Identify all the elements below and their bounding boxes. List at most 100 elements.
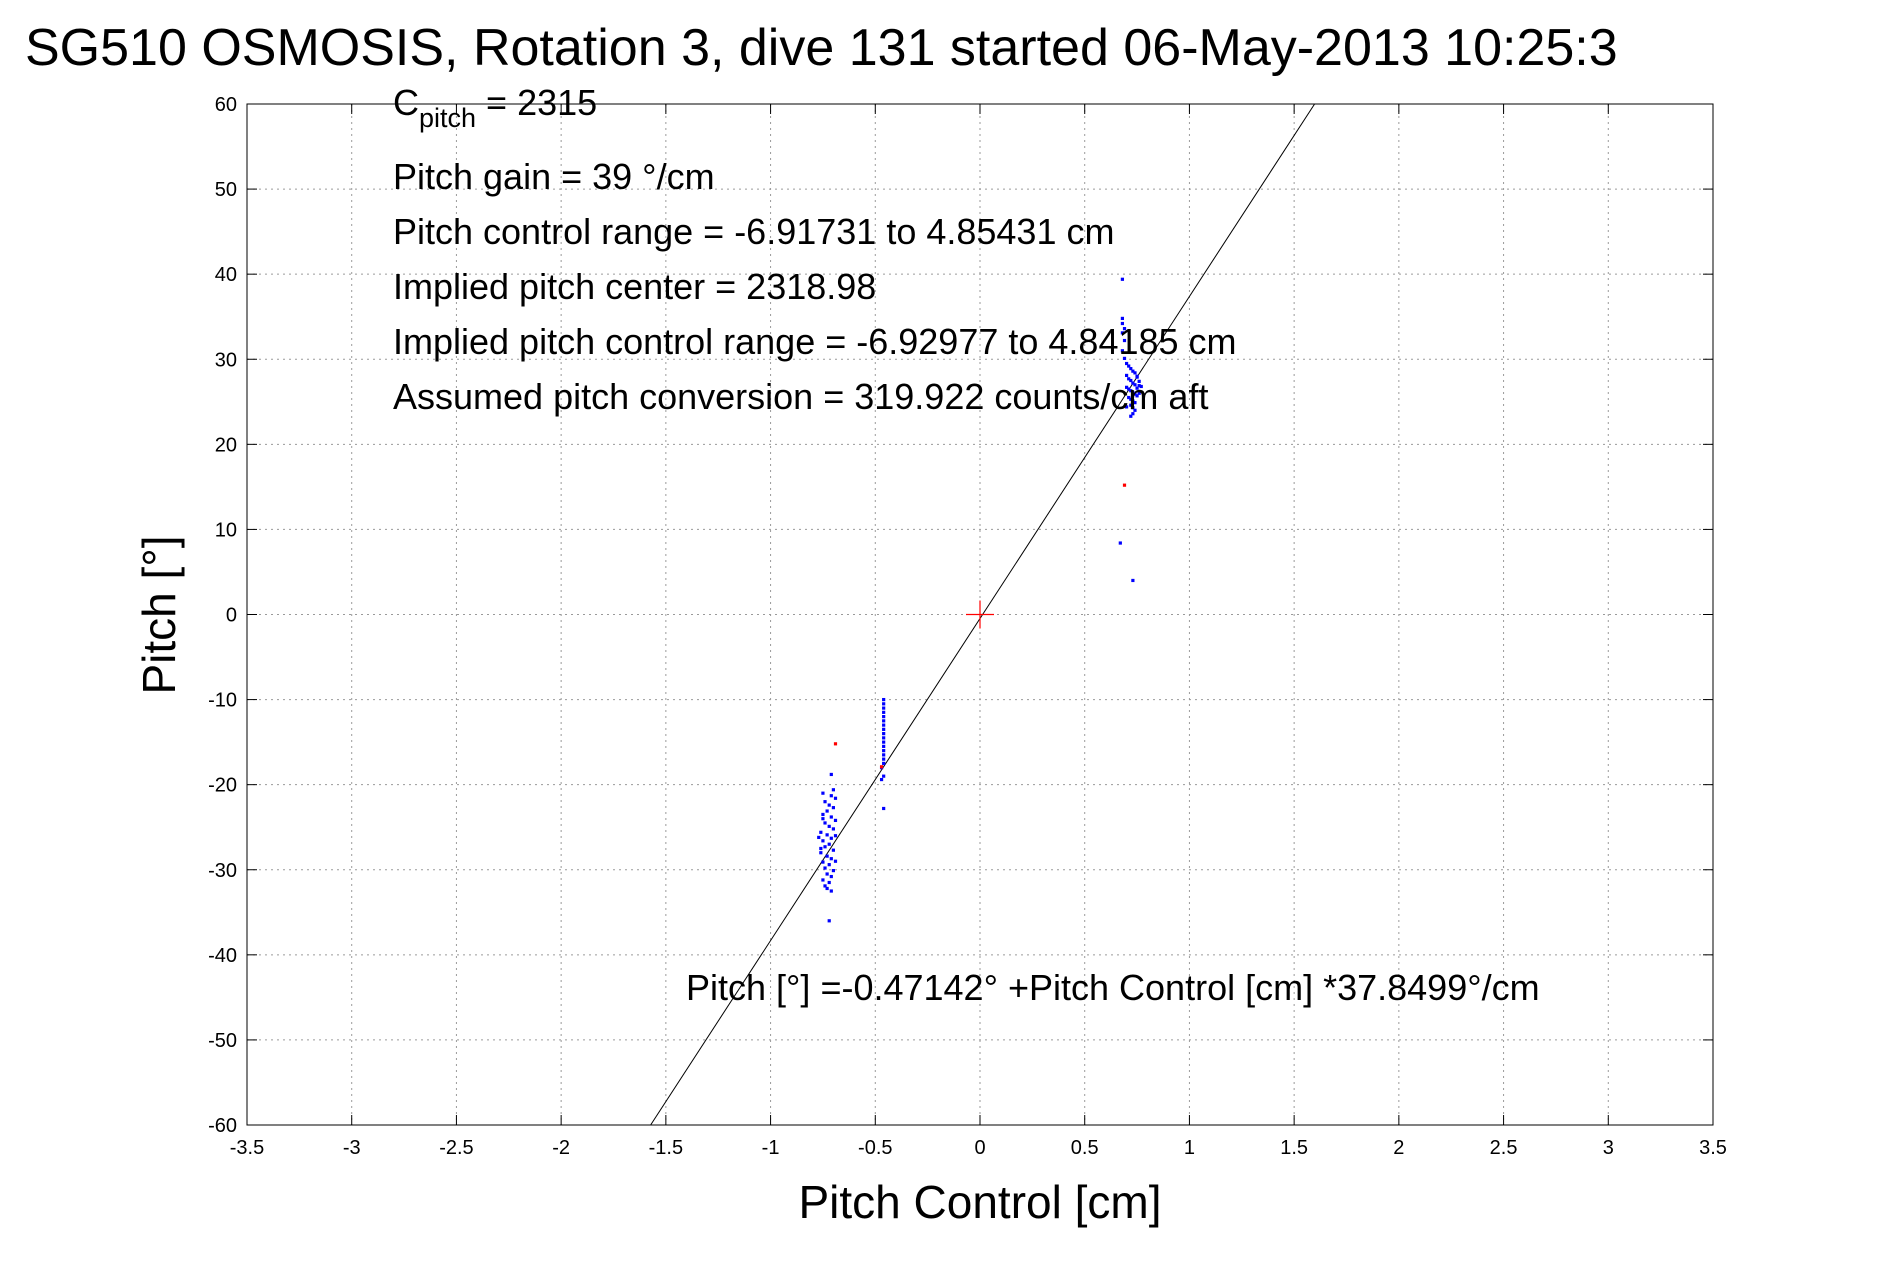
data-point	[829, 772, 833, 777]
data-point	[882, 740, 886, 744]
data-point	[1120, 321, 1125, 326]
data-point	[1131, 369, 1135, 373]
data-point	[1131, 381, 1135, 385]
data-point	[829, 836, 833, 840]
x-tick-label: -1.5	[649, 1137, 683, 1159]
data-point	[819, 851, 823, 855]
data-point	[882, 749, 886, 753]
data-point	[1120, 316, 1125, 321]
data-point	[1133, 401, 1137, 405]
annotation-c-pitch-value: = 2315	[476, 82, 597, 123]
data-point	[829, 889, 833, 893]
data-point	[1122, 483, 1127, 487]
annotation-c-pitch: Cpitch = 2315	[393, 82, 597, 133]
data-point	[827, 842, 831, 846]
x-tick-label: -3	[343, 1137, 361, 1159]
annotation-control-range: Pitch control range = -6.91731 to 4.8543…	[393, 211, 1114, 252]
data-point	[1131, 412, 1135, 416]
data-point	[882, 744, 886, 748]
y-tick-label: 60	[215, 94, 237, 116]
x-axis-label: Pitch Control [cm]	[799, 1176, 1162, 1228]
data-point	[1122, 338, 1127, 343]
data-point	[1137, 379, 1141, 383]
data-point	[879, 765, 884, 769]
data-point	[825, 872, 829, 876]
data-point	[1131, 399, 1135, 403]
data-point	[879, 777, 884, 782]
data-point	[823, 845, 827, 849]
data-point	[821, 791, 825, 795]
data-point	[1129, 403, 1133, 407]
data-point	[1127, 377, 1131, 381]
data-point	[1131, 406, 1135, 410]
data-point	[882, 702, 886, 706]
y-tick-label: 20	[215, 434, 237, 456]
data-point	[1131, 390, 1135, 395]
data-point	[833, 742, 838, 746]
data-point	[821, 817, 825, 821]
x-tick-label: -3.5	[230, 1137, 264, 1159]
data-point	[833, 818, 838, 823]
data-point	[829, 874, 833, 879]
annotation-fit-equation: Pitch [°] =-0.47142° +Pitch Control [cm]…	[686, 967, 1540, 1008]
x-tick-label: 0	[974, 1137, 985, 1159]
data-point	[829, 857, 833, 861]
data-point	[821, 860, 825, 864]
data-point	[882, 761, 886, 765]
data-point	[831, 827, 835, 831]
data-point	[831, 806, 835, 810]
y-tick-label: -10	[208, 690, 237, 712]
data-point	[1129, 378, 1133, 383]
y-tick-label: 10	[215, 519, 237, 541]
data-point	[1125, 385, 1129, 389]
data-point	[1133, 383, 1137, 387]
x-tick-label: -1	[762, 1137, 780, 1159]
data-point	[825, 886, 829, 891]
data-points	[817, 277, 1143, 923]
data-point	[1133, 371, 1137, 375]
y-tick-label: -60	[208, 1115, 237, 1137]
data-point	[1139, 384, 1143, 389]
data-point	[1122, 327, 1127, 331]
annotation-conversion: Assumed pitch conversion = 319.922 count…	[393, 376, 1208, 417]
annotation-c-pitch-sub: pitch	[419, 103, 476, 133]
data-point	[882, 732, 886, 736]
data-point	[827, 919, 831, 923]
data-point	[1122, 356, 1127, 360]
x-tick-label: -2	[552, 1137, 570, 1159]
data-point	[882, 710, 886, 714]
data-point	[819, 846, 823, 851]
y-tick-label: -20	[208, 775, 237, 797]
data-point	[827, 803, 831, 807]
data-point	[1133, 408, 1137, 412]
data-point	[1135, 386, 1139, 390]
data-point	[1127, 387, 1131, 391]
y-tick-label: -50	[208, 1030, 237, 1052]
data-point	[882, 706, 886, 710]
data-point	[1125, 361, 1129, 366]
y-tick-label: -30	[208, 860, 237, 882]
data-point	[1127, 395, 1131, 400]
y-tick-label: -40	[208, 945, 237, 967]
x-tick-label: -0.5	[858, 1137, 892, 1159]
data-point	[819, 830, 823, 834]
data-point	[1129, 389, 1133, 393]
data-point	[833, 859, 838, 863]
data-point	[882, 723, 886, 727]
x-tick-label: 1	[1184, 1137, 1195, 1159]
data-point	[1120, 331, 1125, 335]
data-point	[1135, 394, 1139, 398]
data-point	[825, 809, 829, 813]
data-point	[882, 753, 886, 757]
data-point	[831, 869, 835, 873]
x-tick-label: 3	[1603, 1137, 1614, 1159]
data-point	[1125, 405, 1129, 409]
data-point	[1135, 374, 1139, 378]
data-point	[882, 736, 886, 740]
data-point	[1118, 541, 1122, 545]
x-tick-label: 2.5	[1490, 1137, 1518, 1159]
data-point	[1129, 397, 1133, 401]
data-point	[821, 812, 825, 817]
data-point	[831, 788, 835, 792]
